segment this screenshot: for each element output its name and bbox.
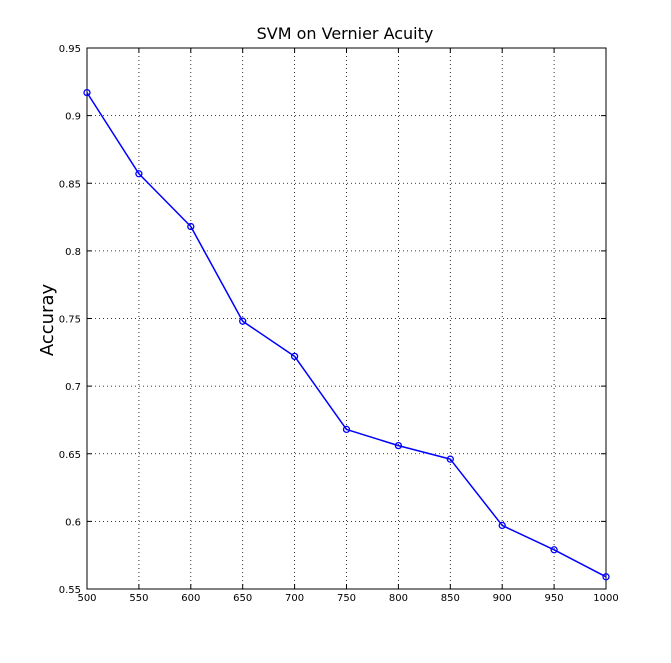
x-tick-label: 950 [545, 593, 564, 604]
x-tick-label: 500 [77, 593, 96, 604]
plot-frame [86, 47, 607, 590]
x-tick-label: 750 [337, 593, 356, 604]
series-layer [83, 88, 610, 581]
data-point [239, 317, 247, 325]
gridlines [87, 48, 606, 589]
x-tick-label: 700 [285, 593, 304, 604]
x-tick-label: 850 [441, 593, 460, 604]
chart-title: SVM on Vernier Acuity [257, 24, 434, 43]
data-point [290, 352, 299, 361]
data-point [187, 222, 195, 231]
y-tick-label: 0.65 [59, 450, 81, 461]
tick-labels: 500 550 600 650 700 750 800 850 900 950 1000 0.55 0.… [59, 44, 619, 604]
y-tick-label: 0.85 [59, 179, 81, 190]
data-point [135, 170, 143, 178]
x-tick-label: 550 [129, 593, 148, 604]
series-line [86, 92, 607, 578]
data-point [602, 573, 610, 581]
data-point [446, 455, 454, 463]
x-tick-label: 600 [181, 593, 200, 604]
y-tick-label: 0.75 [59, 315, 81, 326]
y-tick-label: 0.7 [65, 382, 81, 393]
axes [86, 47, 607, 590]
x-tick-label: 650 [233, 593, 252, 604]
data-point [394, 441, 403, 450]
data-point [83, 88, 91, 97]
y-tick-label: 0.8 [65, 247, 81, 258]
x-tick-label: 1000 [593, 593, 618, 604]
y-tick-label: 0.95 [59, 44, 81, 55]
x-tick-label: 900 [493, 593, 512, 604]
x-tick-label: 800 [389, 593, 408, 604]
y-axis-label: Accuray [37, 284, 58, 357]
data-point [342, 425, 351, 434]
data-series [83, 88, 610, 581]
y-tick-label: 0.9 [65, 112, 81, 123]
data-point [550, 546, 558, 554]
y-tick-label: 0.6 [65, 517, 81, 528]
y-tick-label: 0.55 [59, 585, 81, 596]
data-point [498, 521, 506, 530]
